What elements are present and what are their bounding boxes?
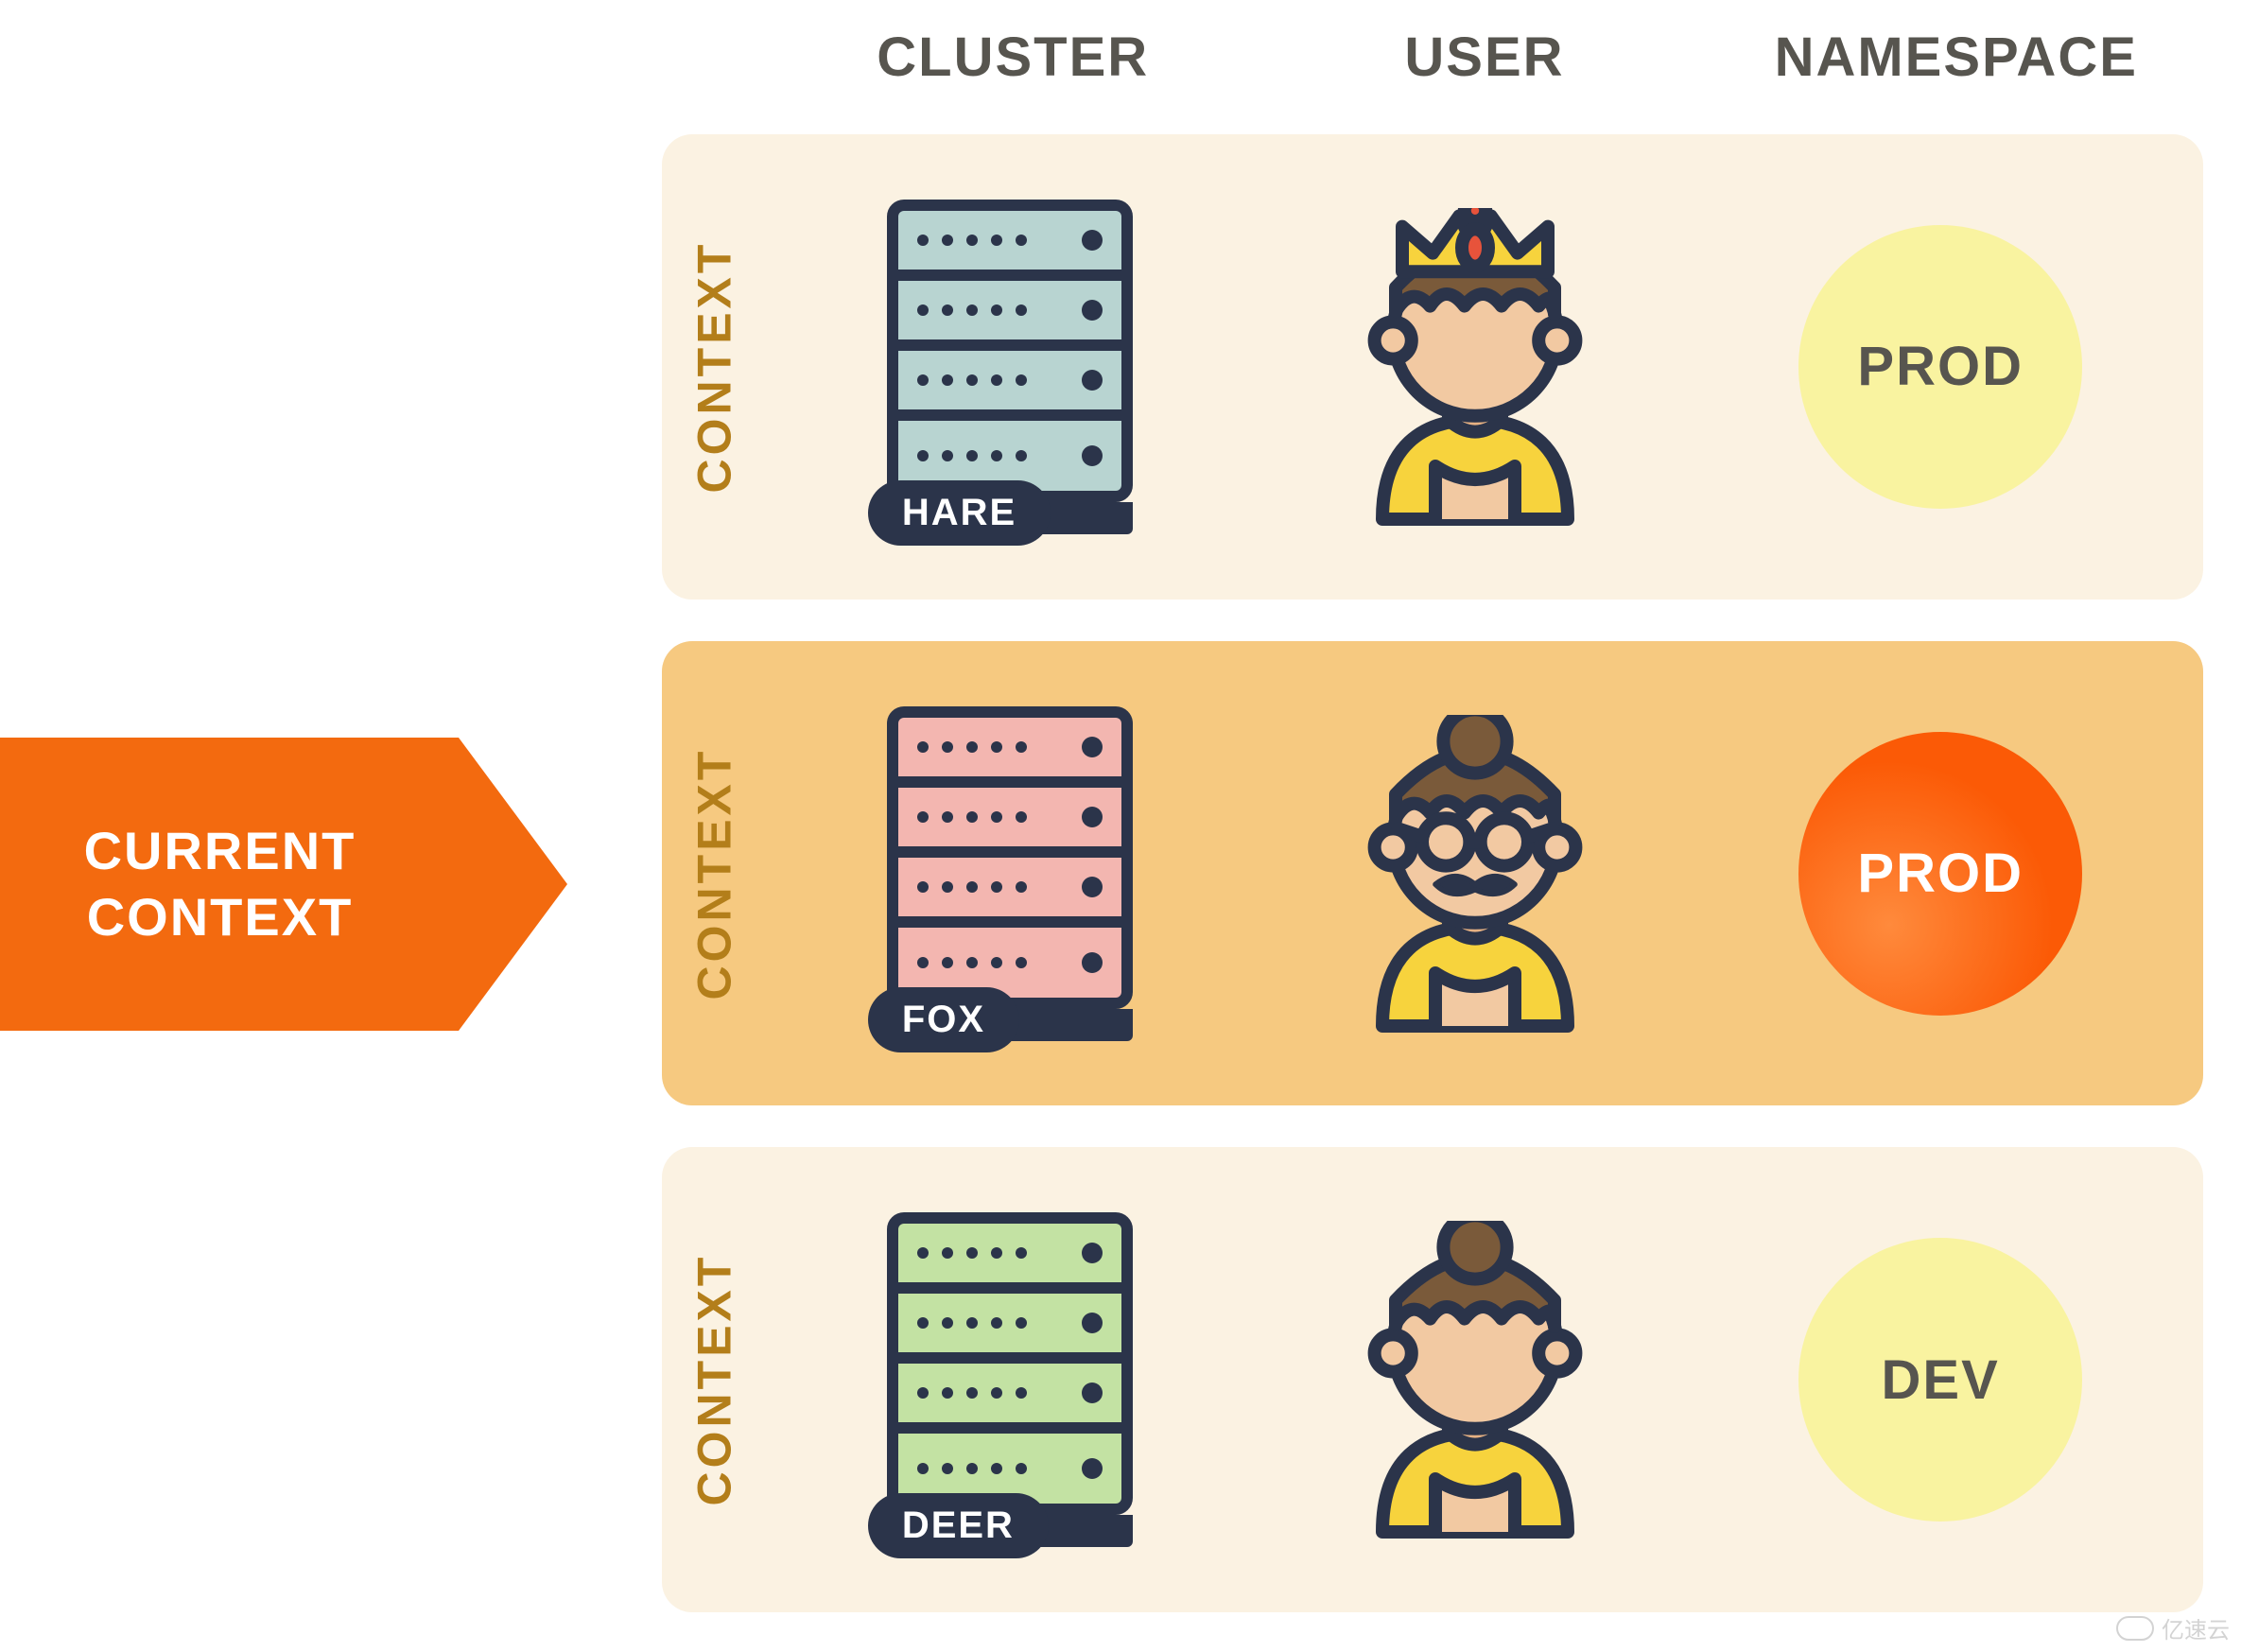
arrow-text-line2: CONTEXT (87, 884, 354, 950)
server-icon: FOX (887, 706, 1133, 1041)
arrow-head-icon (459, 738, 567, 1031)
arrow-text-line1: CURRENT (84, 818, 356, 884)
context-side-label: CONTEXT (662, 1166, 766, 1593)
cell-cluster: HARE (766, 153, 1254, 581)
avatar-bun-icon (1343, 1221, 1607, 1539)
cell-cluster: FOX (766, 660, 1254, 1087)
namespace-circle: DEV (1798, 1238, 2082, 1522)
cell-namespace: PROD (1696, 660, 2184, 1087)
namespace-circle: PROD (1798, 732, 2082, 1016)
cell-namespace: PROD (1696, 153, 2184, 581)
server-tag: DEER (868, 1493, 1049, 1558)
watermark-text: 亿速云 (2162, 1611, 2230, 1644)
server-icon: HARE (887, 200, 1133, 534)
cell-user (1254, 153, 1697, 581)
server-tag: HARE (868, 480, 1051, 546)
cloud-icon (2116, 1616, 2154, 1641)
context-row: CONTEXT DEER DEV (662, 1147, 2203, 1612)
cell-cluster: DEER (766, 1166, 1254, 1593)
header-namespace: NAMESPACE (1710, 26, 2204, 89)
cell-user (1254, 660, 1697, 1087)
column-headers: CLUSTER USER NAMESPACE (662, 0, 2203, 113)
namespace-label: DEV (1882, 1348, 2000, 1412)
current-context-arrow: CURRENT CONTEXT (0, 738, 567, 1031)
context-row: CONTEXT HARE PROD (662, 134, 2203, 600)
diagram-stage: CURRENT CONTEXT CLUSTER USER NAMESPACE C… (0, 0, 2241, 1652)
namespace-label: PROD (1857, 335, 2024, 398)
server-icon: DEER (887, 1212, 1133, 1547)
watermark: 亿速云 (2116, 1611, 2230, 1644)
context-side-label: CONTEXT (662, 153, 766, 581)
header-user: USER (1260, 26, 1710, 89)
contexts-grid: CLUSTER USER NAMESPACE CONTEXTHAREPRODCO… (662, 0, 2203, 1633)
namespace-label: PROD (1857, 842, 2024, 905)
context-row-active: CONTEXT FOX PROD (662, 641, 2203, 1106)
server-tag: FOX (868, 987, 1019, 1052)
namespace-circle: PROD (1798, 225, 2082, 509)
header-cluster: CLUSTER (766, 26, 1260, 89)
avatar-moustache-icon (1343, 715, 1607, 1033)
cell-user (1254, 1166, 1697, 1593)
cell-namespace: DEV (1696, 1166, 2184, 1593)
arrow-body: CURRENT CONTEXT (0, 738, 459, 1031)
avatar-king-icon (1343, 208, 1607, 526)
context-side-label: CONTEXT (662, 660, 766, 1087)
